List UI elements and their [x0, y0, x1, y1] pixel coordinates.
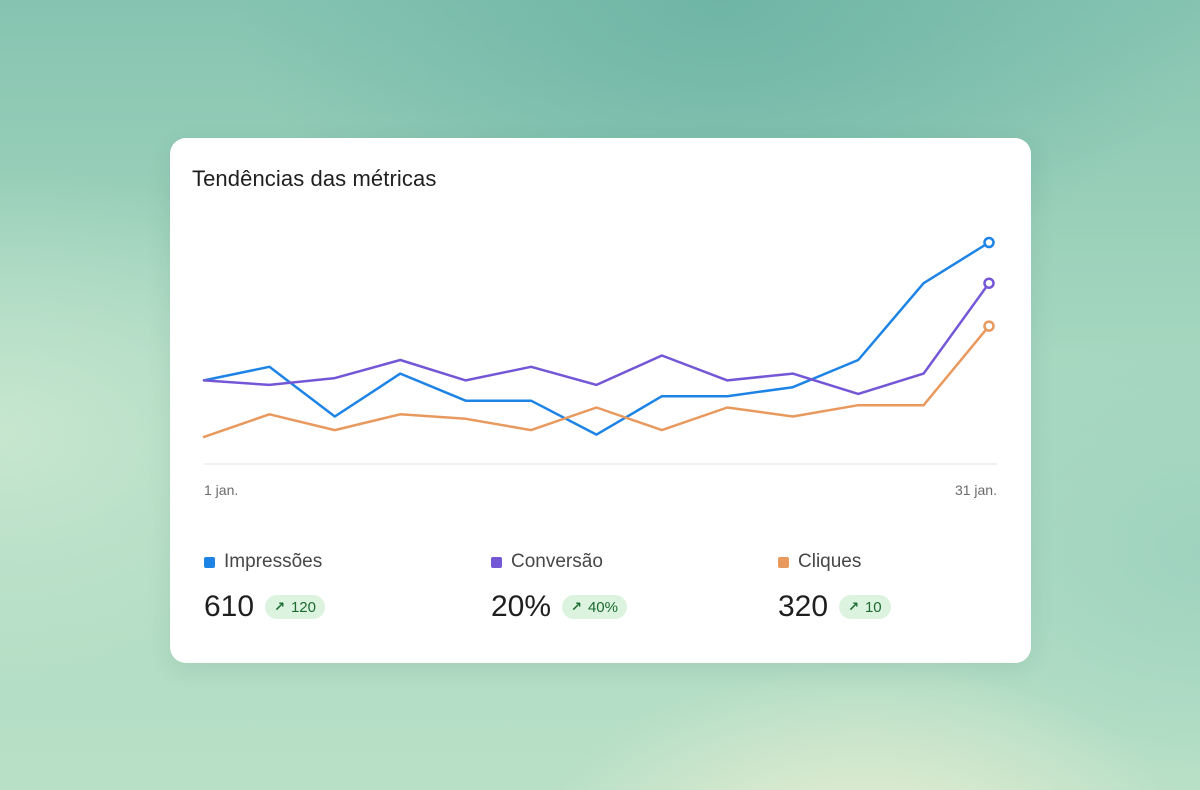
change-badge: ↗ 120	[265, 595, 325, 619]
change-value: 40%	[587, 598, 618, 616]
series-line-3	[202, 324, 991, 439]
summary-cliques: Cliques 320 ↗ 10	[778, 548, 1038, 624]
arrow-up-right-icon: ↗	[848, 599, 859, 614]
x-tick-end: 31 jan.	[955, 482, 997, 498]
summary-impressoes: Impressões 610 ↗ 120	[204, 548, 464, 624]
series-end-marker	[983, 320, 995, 332]
legend-swatch-conversao	[491, 556, 502, 568]
legend-entry-impressoes: Impressões	[204, 548, 464, 576]
metric-value: 20%	[491, 590, 552, 623]
legend-swatch-cliques	[778, 556, 789, 568]
metric-value: 610	[204, 590, 255, 623]
legend-entry-conversao: Conversão	[491, 548, 751, 576]
arrow-up-right-icon: ↗	[571, 599, 582, 614]
change-badge: ↗ 10	[839, 595, 891, 619]
x-tick-start: 1 jan.	[204, 482, 238, 498]
arrow-up-right-icon: ↗	[274, 599, 285, 614]
series-line-2	[202, 281, 991, 396]
summary-conversao: Conversão 20% ↗ 40%	[491, 548, 751, 624]
series-end-marker	[983, 277, 995, 289]
metrics-card: Tendências das métricas 1 jan. 31 jan. I…	[170, 138, 1031, 663]
change-value: 120	[290, 598, 316, 616]
series-line-1	[202, 241, 991, 436]
legend-label: Conversão	[511, 551, 603, 572]
metrics-summary: Impressões 610 ↗ 120 Conversão 20% ↗ 40%	[170, 548, 1031, 638]
legend-swatch-impressoes	[204, 556, 215, 568]
series-end-marker	[983, 236, 995, 249]
legend-label: Cliques	[798, 551, 862, 572]
change-badge: ↗ 40%	[562, 595, 627, 619]
legend-entry-cliques: Cliques	[778, 548, 1038, 576]
legend-label: Impressões	[224, 551, 323, 572]
metric-value: 320	[778, 590, 829, 623]
change-value: 10	[864, 598, 882, 616]
metrics-line-chart: 1 jan. 31 jan.	[202, 236, 997, 498]
card-title: Tendências das métricas	[192, 166, 437, 191]
